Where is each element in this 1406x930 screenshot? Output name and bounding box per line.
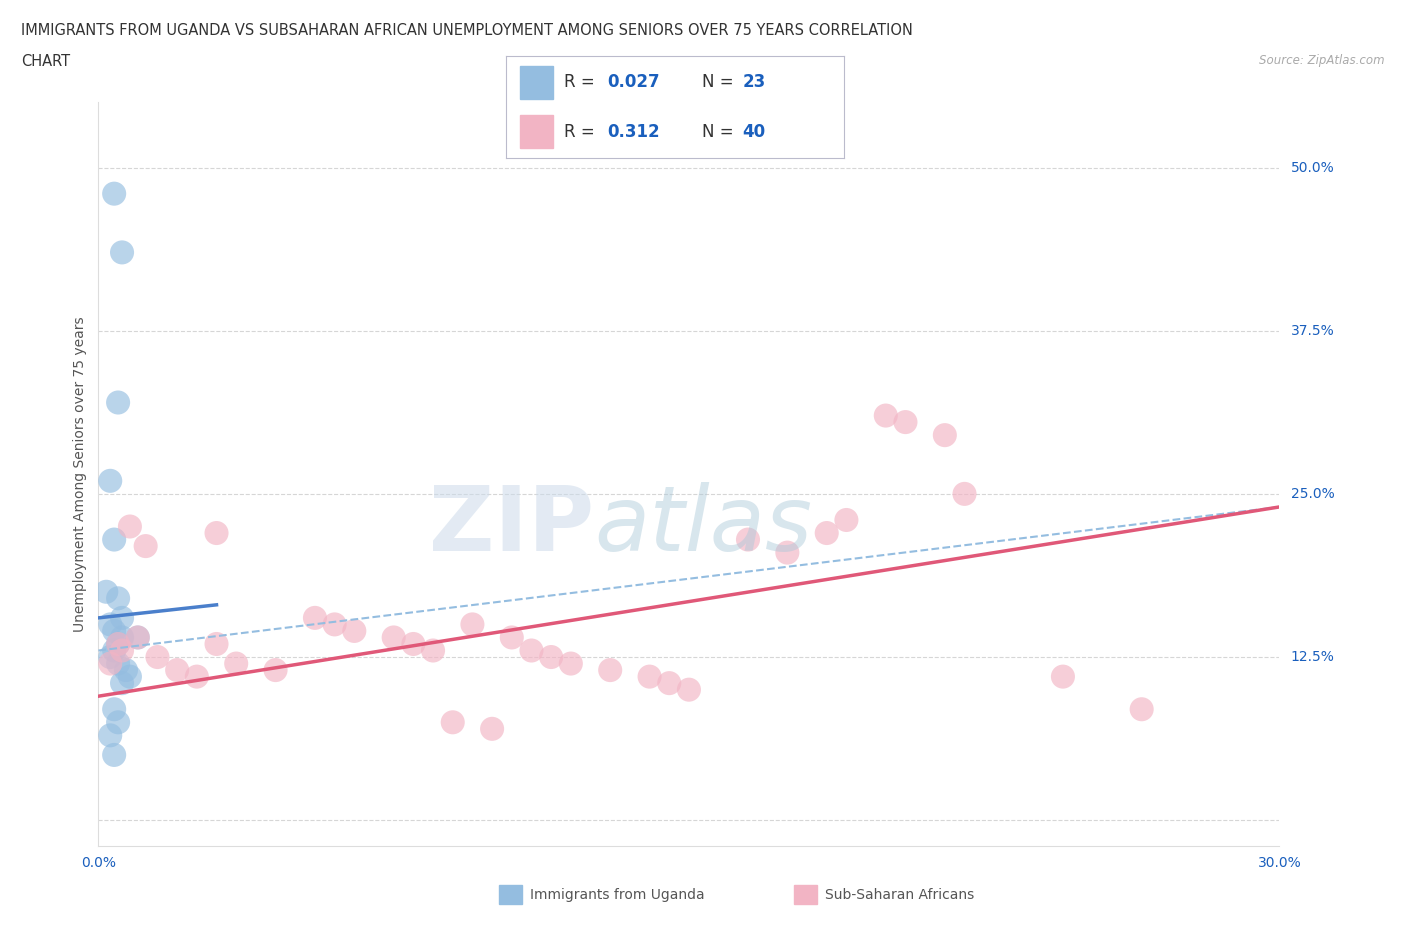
Point (107, 657, 129, 671)
Text: N =: N = (702, 73, 738, 91)
Point (264, 663, 287, 678)
Point (835, 512, 858, 527)
Point (304, 610, 326, 625)
Point (1130, 702, 1153, 717)
Point (737, 532, 759, 547)
Point (658, 676, 681, 691)
Point (560, 657, 582, 671)
Point (107, 715, 129, 730)
Point (441, 715, 464, 730)
Point (481, 722, 503, 737)
Text: ZIP: ZIP (429, 483, 595, 570)
Point (98, 728, 121, 743)
Point (98, 473, 121, 488)
Point (875, 408, 897, 423)
Text: CHART: CHART (21, 54, 70, 69)
Point (111, 643, 134, 658)
Point (107, 636, 129, 651)
Point (815, 525, 838, 540)
Point (501, 630, 523, 644)
Text: 12.5%: 12.5% (1291, 650, 1334, 664)
Point (166, 663, 188, 678)
Point (96, 584, 118, 599)
Point (118, 519, 141, 534)
Point (98, 617, 121, 631)
Text: 50.0%: 50.0% (1291, 161, 1334, 175)
Text: atlas: atlas (595, 483, 813, 570)
Point (343, 623, 366, 638)
Bar (520, 66, 554, 99)
Point (111, 630, 134, 644)
Text: Source: ZipAtlas.com: Source: ZipAtlas.com (1260, 54, 1385, 67)
Point (103, 702, 125, 717)
Point (402, 636, 425, 651)
Text: 0.312: 0.312 (607, 123, 659, 140)
Point (98, 649, 121, 664)
Point (103, 748, 125, 763)
Point (115, 663, 138, 678)
Text: N =: N = (702, 123, 738, 140)
Point (1052, 670, 1074, 684)
Point (382, 630, 405, 644)
Point (107, 395, 129, 410)
Point (638, 670, 661, 684)
Point (103, 186, 125, 201)
Point (776, 545, 799, 560)
Text: 25.0%: 25.0% (1291, 487, 1334, 501)
Text: R =: R = (564, 123, 599, 140)
Point (520, 643, 543, 658)
Point (103, 623, 125, 638)
Point (540, 649, 562, 664)
Point (186, 670, 208, 684)
Point (111, 245, 134, 259)
Point (599, 663, 621, 678)
Point (205, 525, 228, 540)
Text: 37.5%: 37.5% (1291, 324, 1334, 338)
Point (107, 636, 129, 651)
Point (127, 630, 149, 644)
Text: 40: 40 (742, 123, 765, 140)
Point (146, 649, 169, 664)
Bar (520, 115, 554, 148)
Point (678, 683, 700, 698)
Point (422, 643, 444, 658)
Point (107, 591, 129, 605)
Point (323, 617, 346, 631)
Text: R =: R = (564, 73, 599, 91)
Point (98, 657, 121, 671)
Text: 0.027: 0.027 (607, 73, 659, 91)
Point (135, 538, 157, 553)
Point (127, 630, 149, 644)
Point (118, 670, 141, 684)
Point (111, 610, 134, 625)
Point (953, 486, 976, 501)
Point (934, 428, 956, 443)
Text: Immigrants from Uganda: Immigrants from Uganda (530, 887, 704, 902)
Text: Sub-Saharan Africans: Sub-Saharan Africans (825, 887, 974, 902)
Point (461, 617, 484, 631)
Point (894, 415, 917, 430)
Text: IMMIGRANTS FROM UGANDA VS SUBSAHARAN AFRICAN UNEMPLOYMENT AMONG SENIORS OVER 75 : IMMIGRANTS FROM UGANDA VS SUBSAHARAN AFR… (21, 23, 912, 38)
Point (103, 532, 125, 547)
Y-axis label: Unemployment Among Seniors over 75 years: Unemployment Among Seniors over 75 years (73, 316, 87, 632)
Point (103, 643, 125, 658)
Point (225, 657, 247, 671)
Text: 23: 23 (742, 73, 766, 91)
Point (205, 636, 228, 651)
Point (111, 676, 134, 691)
